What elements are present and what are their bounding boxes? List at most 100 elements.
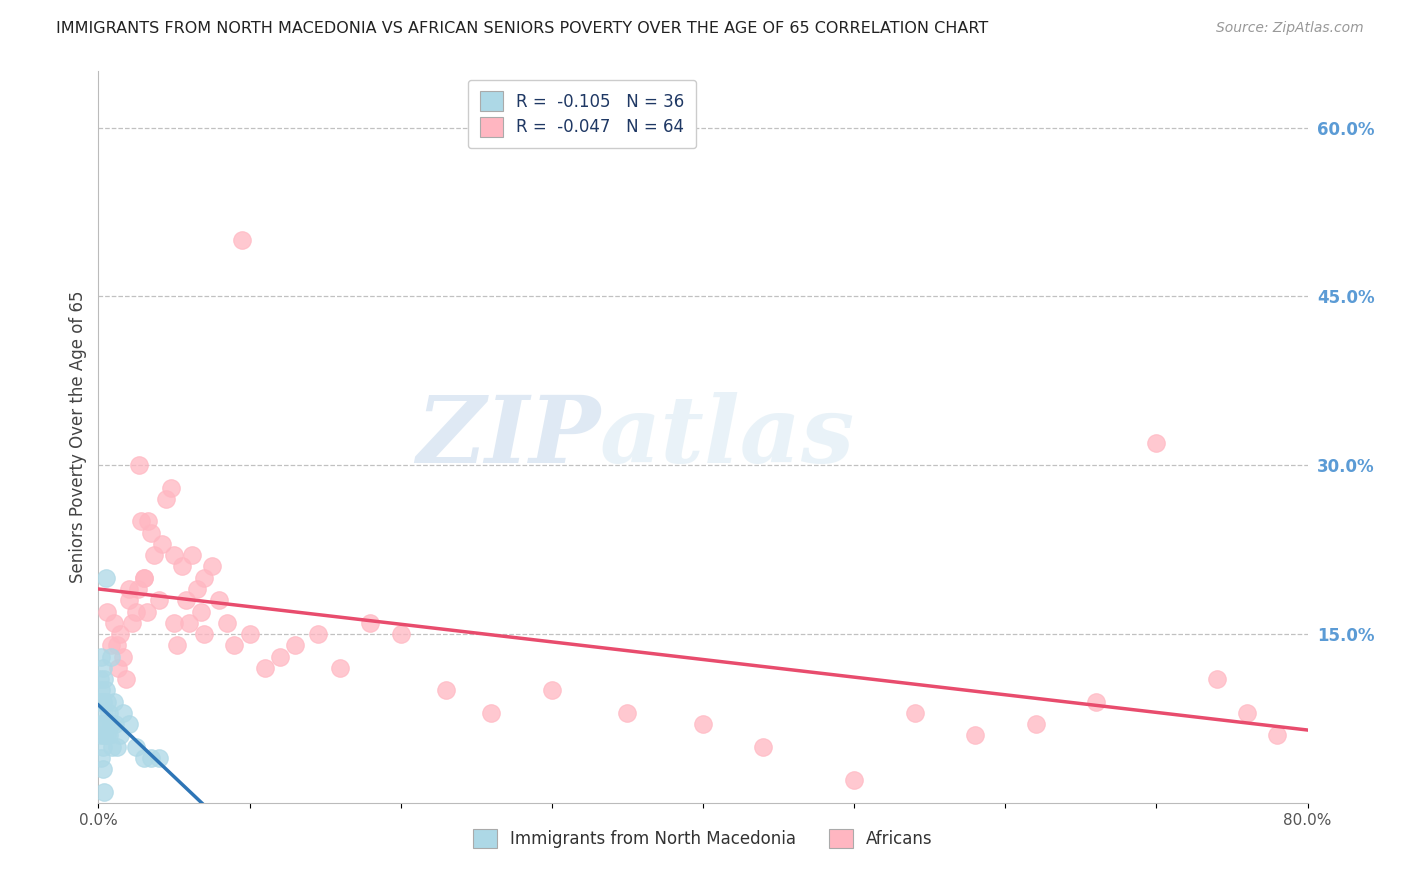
Point bbox=[752, 739, 775, 754]
Point bbox=[174, 593, 197, 607]
Point bbox=[1085, 694, 1108, 708]
Point bbox=[103, 615, 125, 630]
Point bbox=[132, 571, 155, 585]
Point bbox=[481, 706, 503, 720]
Point bbox=[224, 638, 246, 652]
Point bbox=[105, 739, 128, 754]
Point bbox=[136, 515, 159, 529]
Point bbox=[96, 694, 118, 708]
Point bbox=[208, 593, 231, 607]
Point bbox=[284, 638, 307, 652]
Point bbox=[101, 739, 124, 754]
Text: ZIP: ZIP bbox=[416, 392, 600, 482]
Point bbox=[231, 233, 253, 247]
Point bbox=[170, 559, 193, 574]
Point bbox=[118, 717, 141, 731]
Point bbox=[89, 672, 111, 686]
Point bbox=[100, 649, 122, 664]
Point bbox=[93, 728, 115, 742]
Point bbox=[141, 525, 163, 540]
Point bbox=[103, 694, 125, 708]
Point bbox=[307, 627, 329, 641]
Point bbox=[360, 615, 382, 630]
Point bbox=[93, 672, 115, 686]
Point bbox=[148, 593, 170, 607]
Point bbox=[121, 615, 143, 630]
Point bbox=[100, 638, 122, 652]
Point bbox=[90, 728, 112, 742]
Point bbox=[93, 784, 115, 798]
Point bbox=[118, 582, 141, 596]
Point bbox=[111, 649, 134, 664]
Point bbox=[129, 515, 152, 529]
Point bbox=[1144, 435, 1167, 450]
Point bbox=[269, 649, 291, 664]
Point bbox=[692, 717, 714, 731]
Point bbox=[90, 751, 112, 765]
Point bbox=[89, 717, 111, 731]
Point bbox=[93, 706, 115, 720]
Point bbox=[181, 548, 204, 562]
Point bbox=[155, 491, 177, 506]
Point bbox=[389, 627, 412, 641]
Text: IMMIGRANTS FROM NORTH MACEDONIA VS AFRICAN SENIORS POVERTY OVER THE AGE OF 65 CO: IMMIGRANTS FROM NORTH MACEDONIA VS AFRIC… bbox=[56, 21, 988, 36]
Point bbox=[96, 605, 118, 619]
Point bbox=[186, 582, 208, 596]
Point bbox=[132, 571, 155, 585]
Point bbox=[104, 717, 127, 731]
Point bbox=[96, 728, 118, 742]
Point bbox=[111, 706, 134, 720]
Point bbox=[91, 739, 114, 754]
Text: Source: ZipAtlas.com: Source: ZipAtlas.com bbox=[1216, 21, 1364, 35]
Point bbox=[105, 638, 128, 652]
Point bbox=[190, 605, 212, 619]
Point bbox=[193, 571, 215, 585]
Point bbox=[135, 605, 157, 619]
Point bbox=[90, 683, 112, 698]
Point bbox=[108, 627, 131, 641]
Point bbox=[329, 661, 352, 675]
Y-axis label: Seniors Poverty Over the Age of 65: Seniors Poverty Over the Age of 65 bbox=[69, 291, 87, 583]
Point bbox=[141, 751, 163, 765]
Point bbox=[201, 559, 224, 574]
Point bbox=[125, 605, 148, 619]
Point bbox=[132, 751, 155, 765]
Point bbox=[193, 627, 215, 641]
Point bbox=[215, 615, 238, 630]
Point bbox=[91, 694, 114, 708]
Point bbox=[160, 481, 183, 495]
Point bbox=[94, 571, 117, 585]
Point bbox=[434, 683, 457, 698]
Point bbox=[253, 661, 276, 675]
Point bbox=[844, 773, 866, 788]
Point bbox=[114, 672, 136, 686]
Point bbox=[98, 706, 121, 720]
Legend: Immigrants from North Macedonia, Africans: Immigrants from North Macedonia, African… bbox=[465, 821, 941, 856]
Point bbox=[148, 751, 170, 765]
Point bbox=[98, 728, 121, 742]
Point bbox=[904, 706, 927, 720]
Point bbox=[91, 661, 114, 675]
Point bbox=[143, 548, 166, 562]
Point bbox=[166, 638, 188, 652]
Point bbox=[1236, 706, 1258, 720]
Point bbox=[108, 728, 131, 742]
Point bbox=[107, 661, 129, 675]
Point bbox=[1267, 728, 1289, 742]
Point bbox=[239, 627, 262, 641]
Point bbox=[150, 537, 173, 551]
Point bbox=[125, 739, 148, 754]
Point bbox=[128, 458, 150, 473]
Point bbox=[163, 615, 186, 630]
Point bbox=[118, 593, 141, 607]
Point bbox=[91, 717, 114, 731]
Point bbox=[127, 582, 149, 596]
Point bbox=[94, 717, 117, 731]
Point bbox=[91, 762, 114, 776]
Text: atlas: atlas bbox=[600, 392, 855, 482]
Point bbox=[100, 717, 122, 731]
Point bbox=[94, 683, 117, 698]
Point bbox=[1024, 717, 1046, 731]
Point bbox=[179, 615, 201, 630]
Point bbox=[163, 548, 186, 562]
